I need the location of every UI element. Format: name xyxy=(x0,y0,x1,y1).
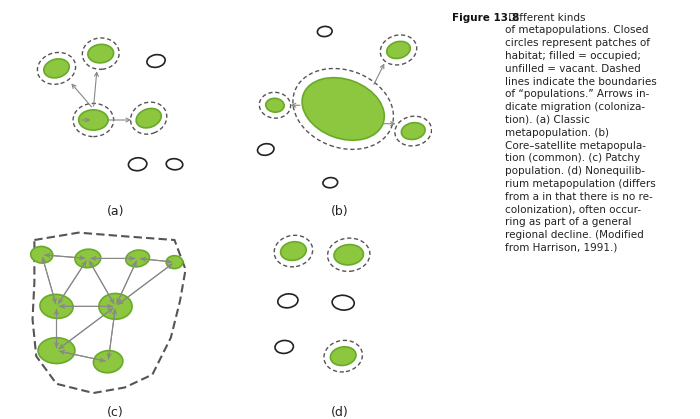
Text: (c): (c) xyxy=(107,406,124,419)
Text: Different kinds
of metapopulations. Closed
circles represent patches of
habitat;: Different kinds of metapopulations. Clos… xyxy=(505,13,657,253)
Ellipse shape xyxy=(330,347,356,365)
Ellipse shape xyxy=(128,158,147,171)
Ellipse shape xyxy=(401,123,425,140)
Ellipse shape xyxy=(38,338,75,364)
Ellipse shape xyxy=(266,98,284,112)
Ellipse shape xyxy=(136,109,161,128)
Ellipse shape xyxy=(278,294,298,308)
Ellipse shape xyxy=(332,295,354,310)
Ellipse shape xyxy=(99,293,132,319)
Ellipse shape xyxy=(40,295,73,318)
Ellipse shape xyxy=(147,54,165,67)
Ellipse shape xyxy=(126,250,150,267)
Text: (b): (b) xyxy=(330,205,349,218)
Ellipse shape xyxy=(317,26,332,36)
Ellipse shape xyxy=(166,159,183,170)
Text: (d): (d) xyxy=(330,406,349,419)
Ellipse shape xyxy=(302,78,384,140)
Ellipse shape xyxy=(275,341,293,353)
Ellipse shape xyxy=(334,245,363,265)
Ellipse shape xyxy=(166,256,183,269)
Ellipse shape xyxy=(323,178,337,188)
Ellipse shape xyxy=(386,41,410,59)
Ellipse shape xyxy=(258,144,274,155)
Text: (a): (a) xyxy=(107,205,125,218)
Ellipse shape xyxy=(93,351,122,373)
Ellipse shape xyxy=(75,249,101,268)
Ellipse shape xyxy=(88,44,113,63)
Ellipse shape xyxy=(31,246,52,263)
Ellipse shape xyxy=(44,59,69,78)
Ellipse shape xyxy=(281,242,306,261)
Text: Figure 13.8: Figure 13.8 xyxy=(452,13,519,23)
Ellipse shape xyxy=(78,110,108,130)
